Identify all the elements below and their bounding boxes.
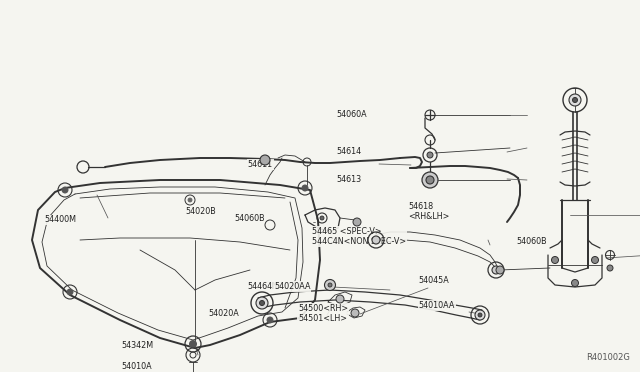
Circle shape [267, 317, 273, 323]
Circle shape [62, 187, 68, 193]
Circle shape [188, 198, 192, 202]
Circle shape [569, 94, 581, 106]
Circle shape [372, 236, 380, 244]
Circle shape [572, 279, 579, 286]
Text: 54465 <SPEC-V>
544C4N<NON SPEC-V>: 54465 <SPEC-V> 544C4N<NON SPEC-V> [312, 227, 406, 246]
Text: 54500<RH>
54501<LH>: 54500<RH> 54501<LH> [298, 304, 348, 323]
Text: 54060A: 54060A [337, 110, 367, 119]
Circle shape [320, 216, 324, 220]
Circle shape [492, 266, 500, 274]
Text: 54060B: 54060B [234, 214, 265, 223]
Circle shape [591, 257, 598, 263]
Circle shape [189, 340, 196, 347]
Circle shape [426, 176, 434, 184]
Text: 54613: 54613 [337, 175, 362, 184]
Circle shape [427, 152, 433, 158]
Text: 54060B: 54060B [516, 237, 547, 246]
Circle shape [475, 310, 485, 320]
Circle shape [328, 283, 332, 287]
Circle shape [478, 313, 482, 317]
Text: 54010A: 54010A [122, 362, 152, 371]
Text: R401002G: R401002G [586, 353, 630, 362]
Text: 54611: 54611 [248, 160, 273, 169]
Text: 54618
<RH&LH>: 54618 <RH&LH> [408, 202, 450, 221]
Circle shape [607, 265, 613, 271]
Circle shape [422, 172, 438, 188]
Text: 54020AA: 54020AA [274, 282, 310, 291]
Text: 54045A: 54045A [419, 276, 449, 285]
Text: 54464N: 54464N [247, 282, 278, 291]
Circle shape [336, 295, 344, 303]
Circle shape [260, 155, 270, 165]
Text: 54614: 54614 [337, 147, 362, 156]
Text: 54020A: 54020A [208, 309, 239, 318]
Circle shape [302, 185, 308, 191]
Text: 54342M: 54342M [122, 341, 154, 350]
Circle shape [324, 279, 335, 291]
Circle shape [353, 218, 361, 226]
Circle shape [552, 257, 559, 263]
Text: 54010AA: 54010AA [419, 301, 455, 310]
Circle shape [256, 297, 268, 309]
Text: 54400M: 54400M [45, 215, 77, 224]
Circle shape [573, 97, 577, 103]
Circle shape [259, 301, 264, 305]
Circle shape [496, 266, 504, 274]
Circle shape [351, 309, 359, 317]
Circle shape [67, 289, 73, 295]
Text: 54020B: 54020B [186, 207, 216, 216]
